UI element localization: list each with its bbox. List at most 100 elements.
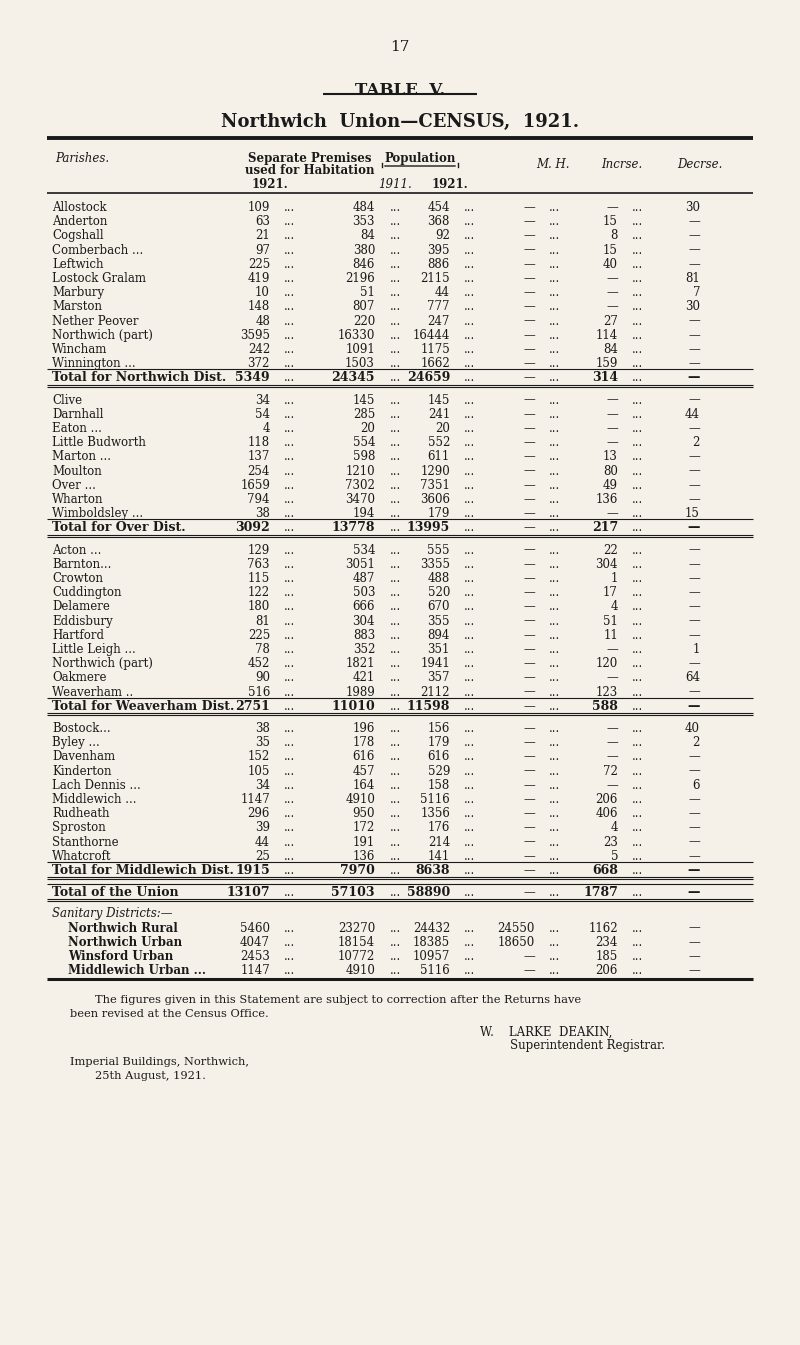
Text: 25th August, 1921.: 25th August, 1921. bbox=[95, 1072, 206, 1081]
Text: 11598: 11598 bbox=[406, 699, 450, 713]
Text: 23270: 23270 bbox=[338, 921, 375, 935]
Text: 38: 38 bbox=[255, 722, 270, 734]
Text: ...: ... bbox=[390, 779, 402, 792]
Text: ...: ... bbox=[390, 243, 402, 257]
Text: ...: ... bbox=[390, 507, 402, 521]
Text: 883: 883 bbox=[353, 629, 375, 642]
Text: 616: 616 bbox=[428, 751, 450, 764]
Text: 18650: 18650 bbox=[498, 936, 535, 948]
Text: 172: 172 bbox=[353, 822, 375, 834]
Text: ...: ... bbox=[549, 658, 560, 670]
Text: 3051: 3051 bbox=[345, 558, 375, 570]
Text: ...: ... bbox=[390, 850, 402, 862]
Text: 7: 7 bbox=[693, 286, 700, 299]
Text: ...: ... bbox=[464, 558, 475, 570]
Text: 353: 353 bbox=[353, 215, 375, 229]
Text: 4: 4 bbox=[610, 600, 618, 613]
Text: Lostock Gralam: Lostock Gralam bbox=[52, 272, 146, 285]
Text: Parishes.: Parishes. bbox=[55, 152, 109, 165]
Text: 247: 247 bbox=[428, 315, 450, 328]
Text: 351: 351 bbox=[428, 643, 450, 656]
Text: ...: ... bbox=[464, 586, 475, 600]
Text: ...: ... bbox=[632, 558, 643, 570]
Text: ...: ... bbox=[284, 572, 295, 585]
Text: ...: ... bbox=[284, 522, 295, 534]
Text: 51: 51 bbox=[603, 615, 618, 628]
Text: ...: ... bbox=[549, 764, 560, 777]
Text: —: — bbox=[606, 286, 618, 299]
Text: 950: 950 bbox=[353, 807, 375, 820]
Text: Darnhall: Darnhall bbox=[52, 408, 103, 421]
Text: 1175: 1175 bbox=[420, 343, 450, 356]
Text: 114: 114 bbox=[596, 328, 618, 342]
Text: 145: 145 bbox=[353, 394, 375, 406]
Text: —: — bbox=[688, 964, 700, 978]
Text: ...: ... bbox=[284, 343, 295, 356]
Text: ...: ... bbox=[632, 243, 643, 257]
Text: 20: 20 bbox=[360, 422, 375, 434]
Text: —: — bbox=[523, 586, 535, 600]
Text: 176: 176 bbox=[428, 822, 450, 834]
Text: ...: ... bbox=[464, 230, 475, 242]
Text: ...: ... bbox=[549, 600, 560, 613]
Text: ...: ... bbox=[284, 328, 295, 342]
Text: 178: 178 bbox=[353, 736, 375, 749]
Text: ...: ... bbox=[390, 822, 402, 834]
Text: ...: ... bbox=[464, 964, 475, 978]
Text: 2453: 2453 bbox=[240, 950, 270, 963]
Text: ...: ... bbox=[284, 936, 295, 948]
Text: 304: 304 bbox=[353, 615, 375, 628]
Text: 534: 534 bbox=[353, 543, 375, 557]
Text: 457: 457 bbox=[353, 764, 375, 777]
Text: 80: 80 bbox=[603, 464, 618, 477]
Text: ...: ... bbox=[632, 950, 643, 963]
Text: —: — bbox=[688, 394, 700, 406]
Text: 763: 763 bbox=[247, 558, 270, 570]
Text: ...: ... bbox=[549, 408, 560, 421]
Text: 484: 484 bbox=[353, 200, 375, 214]
Text: ...: ... bbox=[284, 494, 295, 506]
Text: —: — bbox=[688, 658, 700, 670]
Text: ...: ... bbox=[549, 328, 560, 342]
Text: ...: ... bbox=[549, 807, 560, 820]
Text: 3092: 3092 bbox=[235, 522, 270, 534]
Text: ...: ... bbox=[632, 643, 643, 656]
Text: Marton ...: Marton ... bbox=[52, 451, 111, 464]
Text: 25: 25 bbox=[255, 850, 270, 862]
Text: Superintendent Registrar.: Superintendent Registrar. bbox=[510, 1040, 665, 1052]
Text: Incrse.: Incrse. bbox=[602, 157, 642, 171]
Text: ...: ... bbox=[464, 243, 475, 257]
Text: 11010: 11010 bbox=[331, 699, 375, 713]
Text: 355: 355 bbox=[427, 615, 450, 628]
Text: —: — bbox=[688, 494, 700, 506]
Text: Eaton ...: Eaton ... bbox=[52, 422, 102, 434]
Text: 3470: 3470 bbox=[345, 494, 375, 506]
Text: ...: ... bbox=[464, 371, 475, 385]
Text: —: — bbox=[523, 722, 535, 734]
Text: —: — bbox=[523, 343, 535, 356]
Text: Stanthorne: Stanthorne bbox=[52, 835, 118, 849]
Text: —: — bbox=[688, 215, 700, 229]
Text: —: — bbox=[606, 671, 618, 685]
Text: Davenham: Davenham bbox=[52, 751, 115, 764]
Text: 2: 2 bbox=[693, 436, 700, 449]
Text: 1821: 1821 bbox=[346, 658, 375, 670]
Text: 44: 44 bbox=[435, 286, 450, 299]
Text: 196: 196 bbox=[353, 722, 375, 734]
Text: ...: ... bbox=[464, 494, 475, 506]
Text: ...: ... bbox=[632, 822, 643, 834]
Text: ...: ... bbox=[549, 921, 560, 935]
Text: 588: 588 bbox=[592, 699, 618, 713]
Text: used for Habitation: used for Habitation bbox=[246, 164, 374, 178]
Text: ...: ... bbox=[464, 215, 475, 229]
Text: ...: ... bbox=[464, 950, 475, 963]
Text: ...: ... bbox=[549, 394, 560, 406]
Text: —: — bbox=[688, 422, 700, 434]
Text: —: — bbox=[606, 272, 618, 285]
Text: 214: 214 bbox=[428, 835, 450, 849]
Text: ...: ... bbox=[549, 794, 560, 806]
Text: ...: ... bbox=[632, 751, 643, 764]
Text: ...: ... bbox=[464, 479, 475, 492]
Text: ...: ... bbox=[549, 629, 560, 642]
Text: ...: ... bbox=[464, 886, 475, 900]
